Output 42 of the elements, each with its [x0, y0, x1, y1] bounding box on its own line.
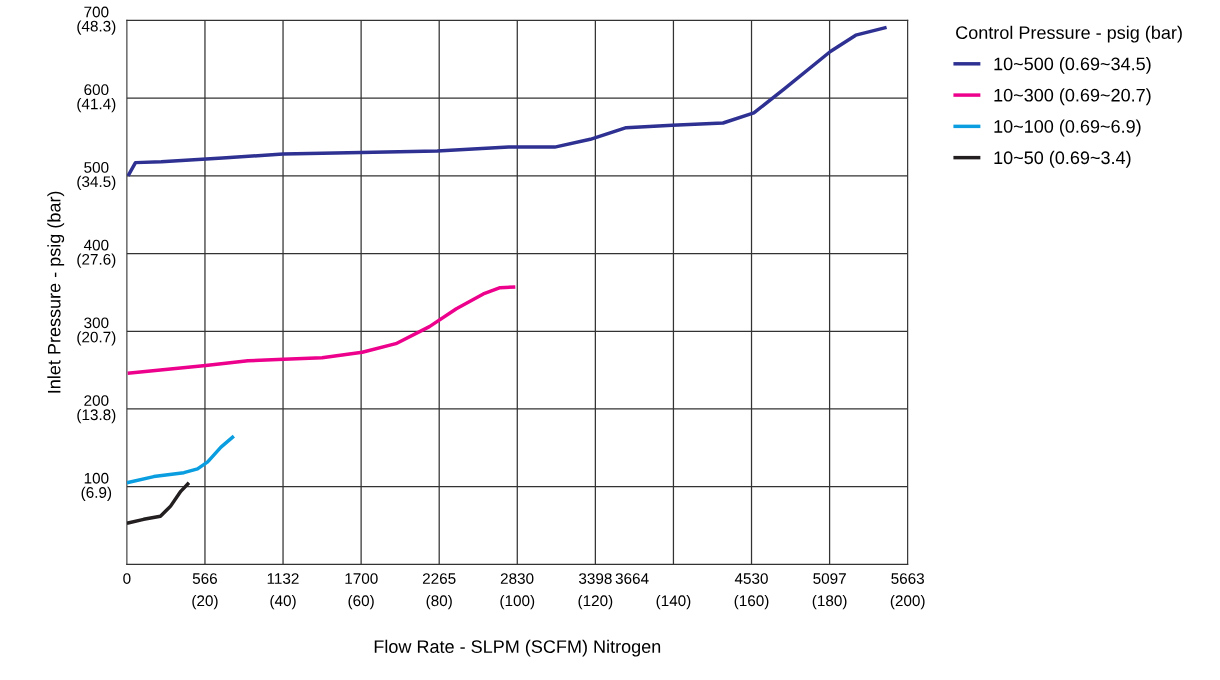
y2-tick-label: (13.8) [77, 408, 116, 424]
x2-tick-label: 1700 [345, 573, 378, 584]
x-tick-label: (80) [426, 594, 452, 610]
y2-tick-label: (34.5) [77, 175, 116, 191]
legend-title: Control Pressure - psig (bar) [956, 25, 1182, 43]
x-axis-title: Flow Rate - SLPM (SCFM) Nitrogen [374, 639, 661, 657]
y2-tick-label: (27.6) [77, 253, 116, 268]
y-tick-label: 100 [84, 472, 109, 484]
y-tick-label: 700 [84, 6, 109, 18]
y-tick-label: 400 [83, 239, 109, 251]
y-axis-title: Inlet Pressure - psig (bar) [47, 191, 65, 393]
x-tick-label: (20) [192, 594, 218, 610]
y2-tick-label: (6.9) [81, 486, 112, 501]
y2-tick-label: (48.3) [77, 20, 116, 35]
x2-tick-label: 3398 [578, 573, 612, 584]
x-tick-label: (100) [500, 594, 535, 610]
x-tick-label: (60) [348, 594, 374, 610]
x2-tick-label: 1132 [267, 573, 299, 584]
x-tick-label: (140) [656, 594, 691, 610]
x2-tick-label: 2830 [500, 573, 534, 584]
x2-tick-label: 2265 [422, 573, 456, 584]
x-tick-label: (200) [890, 594, 925, 610]
legend-label: 10~100 (0.69~6.9) [994, 119, 1141, 137]
x-tick-label: (40) [270, 594, 296, 610]
x2-tick-label: 5663 [891, 573, 924, 584]
x2-tick-label: 0 [123, 573, 131, 584]
y2-tick-label: (20.7) [77, 331, 116, 346]
x2-tick-label: 566 [192, 573, 217, 584]
legend-label: 10~500 (0.69~34.5) [994, 57, 1151, 74]
y-tick-label: 300 [84, 317, 109, 329]
y-tick-label: 200 [84, 395, 109, 406]
legend-label: 10~300 (0.69~20.7) [994, 88, 1151, 106]
legend-label: 10~50 (0.69~3.4) [994, 150, 1131, 168]
x2-tick-label: 4530 [734, 573, 768, 584]
x-tick-label: (180) [812, 594, 847, 610]
x2-tick-label: 5097 [813, 573, 846, 584]
y-tick-label: 500 [84, 161, 109, 173]
y-tick-label: 600 [84, 84, 109, 96]
x-tick-label: (120) [578, 594, 613, 610]
y2-tick-label: (41.4) [77, 98, 116, 113]
x2-tick-label: 3664 [615, 573, 649, 584]
x-tick-label: (160) [734, 594, 769, 610]
